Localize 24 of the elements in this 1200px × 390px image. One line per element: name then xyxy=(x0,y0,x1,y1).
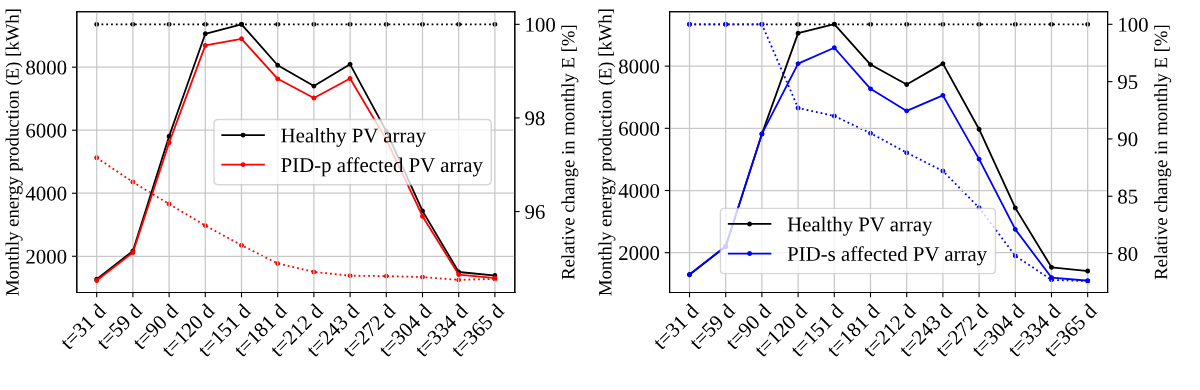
y2-tick-label: 98 xyxy=(525,111,545,126)
y2-tick-label: 100 xyxy=(1119,17,1148,32)
y2-tick-label: 96 xyxy=(525,204,545,219)
legend-label: PID-p affected PV array xyxy=(281,157,483,177)
y2-tick-label: 80 xyxy=(1118,246,1138,261)
y-axis-title: Monthly energy production (E) [kWh] xyxy=(598,9,616,296)
y-tick-label: 4000 xyxy=(618,183,660,198)
legend-label: Healthy PV array xyxy=(281,127,426,147)
legend-label: PID-s affected PV array xyxy=(787,246,988,266)
y2-axis-title: Relative change in monthly E [%] xyxy=(1154,25,1172,280)
y-tick-label: 6000 xyxy=(619,121,660,136)
y2-tick-label: 85 xyxy=(1118,189,1138,204)
y2-tick-label: 100 xyxy=(526,17,555,32)
y2-axis-title: Relative change in monthly E [%] xyxy=(561,25,579,280)
y2-tick-label: 90 xyxy=(1117,132,1138,147)
legend-label: Healthy PV array xyxy=(787,216,933,236)
y-axis-title: Monthly energy production (E) [kWh] xyxy=(5,9,23,296)
y-tick-label: 4000 xyxy=(25,186,67,201)
y-tick-label: 6000 xyxy=(26,123,67,138)
y-tick-label: 2000 xyxy=(619,246,660,261)
y-tick-label: 8000 xyxy=(619,59,660,74)
y-tick-label: 8000 xyxy=(26,60,67,75)
y2-tick-label: 95 xyxy=(1117,75,1138,90)
y-tick-label: 2000 xyxy=(26,249,67,264)
